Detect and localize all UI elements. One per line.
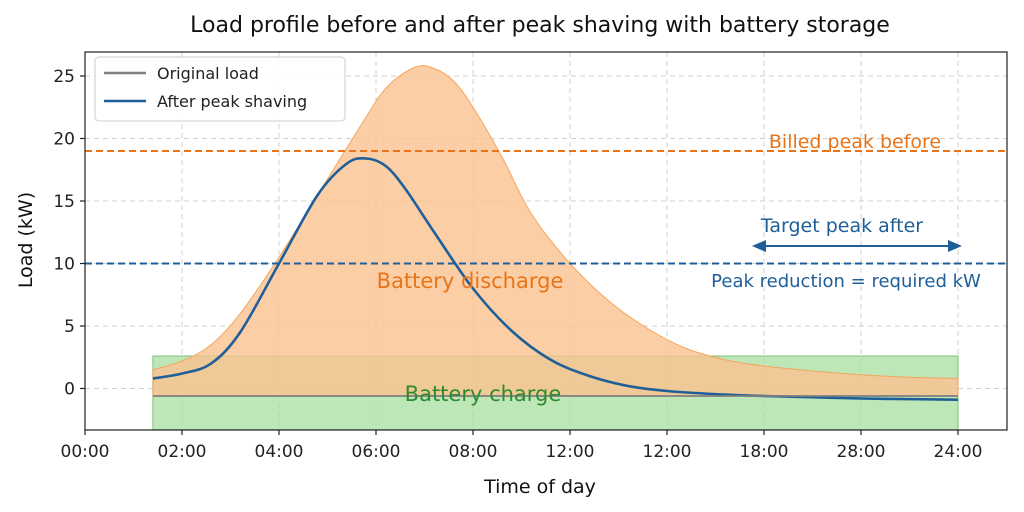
plot-frame (84, 51, 1008, 431)
x-tick-label: 28:00 (837, 442, 886, 462)
x-tick-label: 04:00 (255, 442, 304, 462)
battery-discharge-label: Battery discharge (377, 269, 564, 293)
y-axis-label: Load (kW) (15, 192, 37, 288)
y-tick-label: 25 (53, 67, 75, 87)
x-tick-label: 06:00 (352, 442, 401, 462)
battery-discharge-area (152, 65, 959, 397)
series-lines (152, 156, 959, 402)
y-tick-label: 0 (64, 380, 75, 400)
chart-title: Load profile before and after peak shavi… (190, 13, 890, 38)
x-tick-label: 12:00 (546, 442, 595, 462)
target-peak-arrow (752, 240, 962, 252)
target-peak-after-label: Target peak after (760, 215, 923, 237)
axis-ticks: 0 5 10 15 20 25 00:00 02:00 04:00 06:00 08:00 12:00… (53, 67, 982, 462)
legend: Original load After peak shaving (94, 56, 346, 122)
x-tick-label: 18:00 (740, 442, 789, 462)
y-tick-label: 10 (53, 255, 75, 275)
y-tick-label: 20 (53, 130, 75, 150)
legend-original-load: Original load (157, 64, 259, 83)
y-tick-label: 15 (53, 192, 75, 212)
legend-box (94, 56, 346, 122)
y-tick-label: 5 (64, 317, 75, 337)
x-tick-label: 00:00 (61, 442, 110, 462)
x-tick-label: 08:00 (449, 442, 498, 462)
x-tick-label: 24:00 (934, 442, 983, 462)
legend-after-peak-shaving: After peak shaving (157, 92, 307, 111)
x-axis-label: Time of day (483, 476, 596, 498)
peak-reduction-label: Peak reduction = required kW (711, 271, 981, 292)
x-tick-label: 12:00 (643, 442, 692, 462)
x-tick-label: 02:00 (158, 442, 207, 462)
billed-peak-before-label: Billed peak before (769, 131, 941, 153)
battery-charge-label: Battery charge (405, 382, 562, 406)
fill-areas (152, 65, 959, 431)
